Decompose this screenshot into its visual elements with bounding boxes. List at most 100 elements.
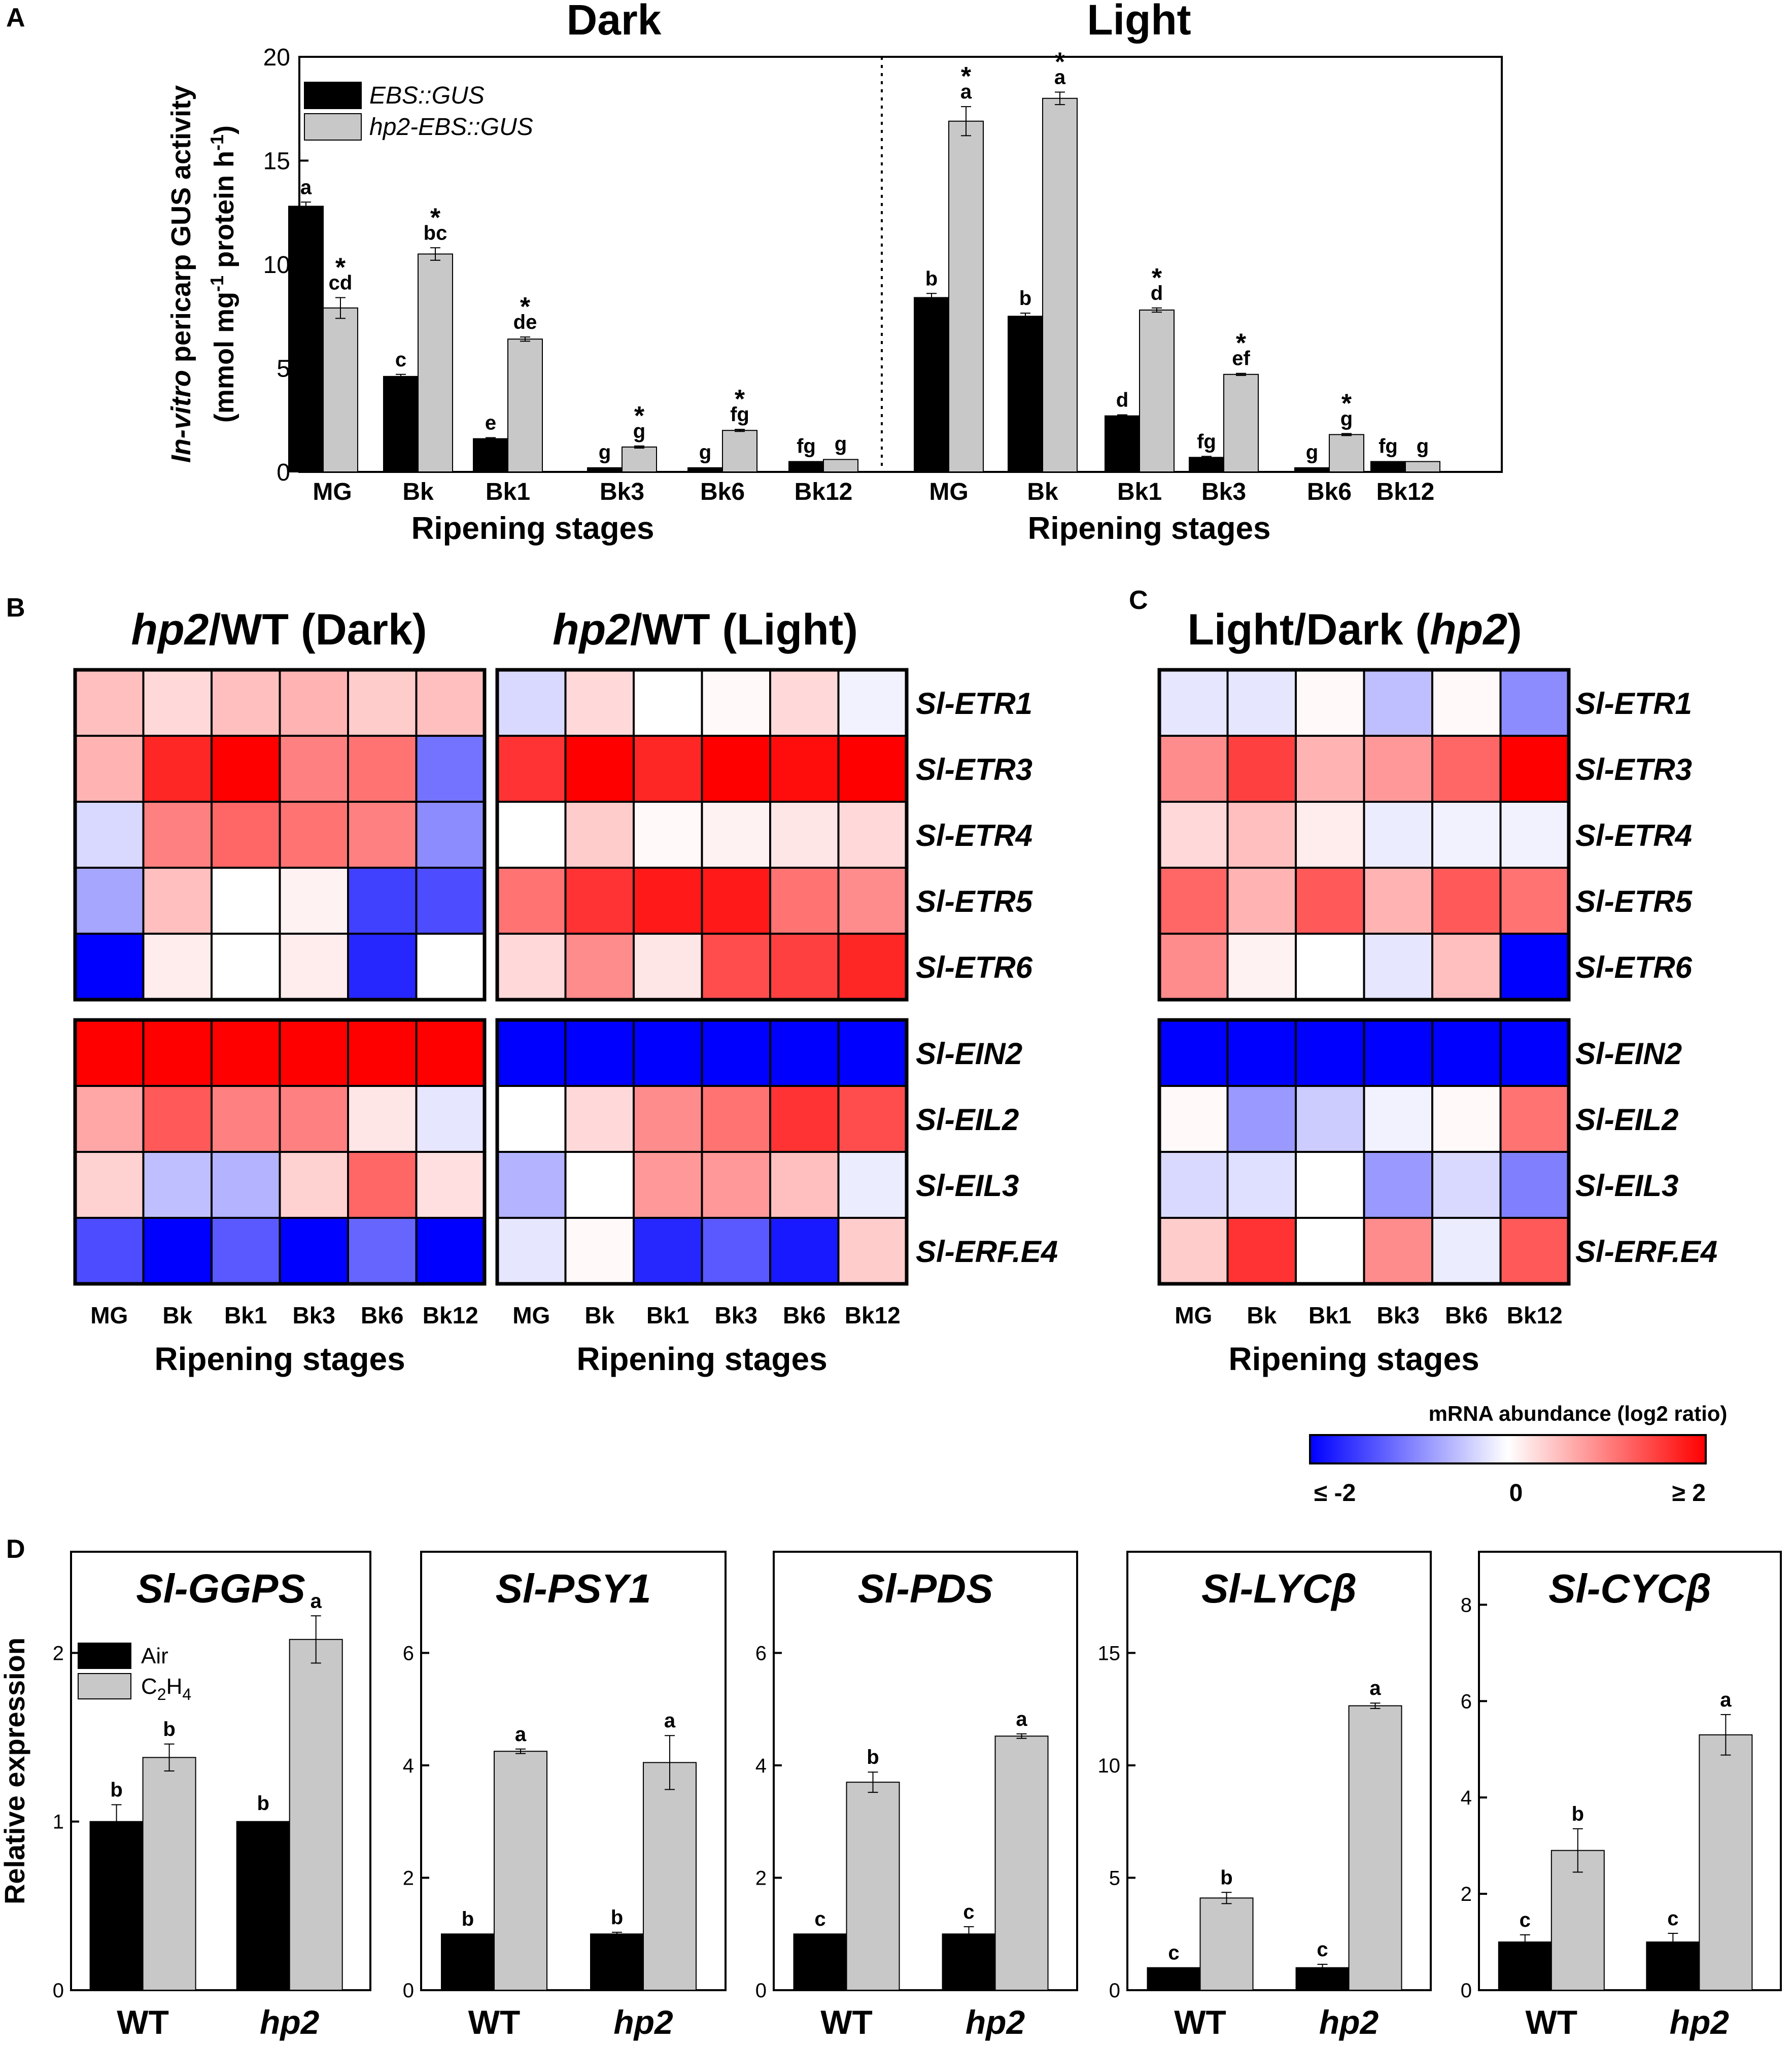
- panel-d-category-label: hp2: [1319, 2003, 1379, 2041]
- panel-b-heatmap-cell: [279, 1217, 349, 1285]
- panel-b-heatmap-cell: [347, 801, 418, 869]
- panel-d-bar: [142, 1757, 196, 1991]
- panel-b-heatmap-cell: [415, 1019, 486, 1087]
- panel-d-significance-letter: b: [163, 1718, 175, 1741]
- panel-d-bar: [994, 1735, 1049, 1991]
- panel-b-heatmap-cell: [564, 1085, 635, 1153]
- panel-d-category-label: hp2: [1670, 2003, 1730, 2041]
- panel-b-heatmap-cell: [142, 1085, 213, 1153]
- panel-b-column-label: MG: [90, 1302, 128, 1328]
- panel-d-significance-letter: c: [1667, 1907, 1678, 1930]
- panel-d-significance-letter: a: [664, 1710, 676, 1732]
- colorbar-title: mRNA abundance (log2 ratio): [1429, 1402, 1728, 1425]
- panel-c-heatmap-cell: [1226, 1019, 1297, 1087]
- panel-a-bar: [288, 206, 324, 473]
- panel-c-row-label: Sl-EIL3: [1575, 1169, 1678, 1203]
- panel-a-category-label: Bk12: [1376, 479, 1435, 505]
- panel-b-heatmap-cell: [564, 669, 635, 737]
- panel-b-heatmap-cell: [633, 1019, 703, 1087]
- panel-a-significance-letter: g: [1417, 435, 1429, 457]
- panel-a-bar: [722, 430, 757, 473]
- panel-d-category-label: hp2: [966, 2003, 1025, 2041]
- panel-b-heatmap-cell: [633, 933, 703, 1001]
- panel-d-axes-frame: [773, 1551, 1078, 1991]
- panel-b-row-label: Sl-ETR3: [916, 753, 1032, 787]
- panel-d-y-tick-label: 2: [1461, 1883, 1472, 1905]
- panel-c-heatmap: Light/Dark (hp2) Sl-ETR1 Sl-ETR3 Sl-ETR4 Sl-…: [1157, 605, 1717, 1377]
- panel-c-row-label: Sl-ETR3: [1575, 753, 1692, 787]
- panel-label-d: D: [6, 1534, 25, 1564]
- panel-c-heatmap-cell: [1499, 1151, 1570, 1219]
- panel-d-y-tick-label: 5: [1109, 1867, 1120, 1889]
- panel-b-heatmap-cell: [142, 801, 213, 869]
- panel-d-y-tick-label: 8: [1461, 1594, 1472, 1616]
- panel-b-heatmap-cell: [415, 867, 486, 935]
- panel-a-group-title: Dark: [567, 0, 662, 44]
- panel-a-significance-letter: g: [835, 433, 847, 455]
- panel-b-heatmap-cell: [769, 801, 840, 869]
- panel-d-chart-title: Sl-LYCβ: [1201, 1566, 1357, 1611]
- panel-b-heatmap-cell: [769, 933, 840, 1001]
- panel-b-heatmap-cell: [142, 867, 213, 935]
- panel-b-row-label: Sl-ETR5: [916, 884, 1033, 918]
- panel-b-heatmap-cell: [496, 735, 567, 803]
- panel-c-row-label: Sl-EIN2: [1575, 1037, 1682, 1071]
- panel-a-significance-star: *: [520, 292, 531, 322]
- panel-d-category-label: WT: [117, 2003, 169, 2041]
- panel-a-significance-letter: fg: [730, 403, 749, 426]
- panel-b-heatmap-cell: [415, 933, 486, 1001]
- panel-b-heatmap-cell: [564, 933, 635, 1001]
- panel-b-receptor-block-frame: [495, 668, 909, 1002]
- panel-c-heatmap-cell: [1226, 1151, 1297, 1219]
- panel-b-row-label: Sl-ETR6: [916, 950, 1033, 984]
- panel-b-heatmap-title: hp2/WT (Light): [553, 605, 858, 654]
- panel-b-heatmap-cell: [564, 801, 635, 869]
- panel-b-heatmap-cell: [74, 1151, 145, 1219]
- panel-c-receptor-block-frame: [1157, 668, 1571, 1002]
- panel-b-heatmap-cell: [211, 867, 281, 935]
- panel-a-significance-letter: a: [300, 176, 312, 198]
- panel-d-significance-letter: a: [311, 1590, 322, 1612]
- panel-b-heatmap-cell: [347, 669, 418, 737]
- panel-b-heatmap-cell: [142, 933, 213, 1001]
- panel-d-chart-title: Sl-PDS: [858, 1566, 993, 1611]
- panel-c-heatmap-cell: [1295, 1217, 1365, 1285]
- panel-d-y-tick-label: 15: [1098, 1642, 1121, 1664]
- panel-b-heatmap-cell: [837, 1217, 908, 1285]
- panel-c-heatmap-cell: [1295, 735, 1365, 803]
- panel-d-y-tick-label: 1: [53, 1811, 64, 1833]
- panel-d-significance-letter: b: [867, 1746, 879, 1768]
- panel-b-receptor-block-frame: [73, 668, 487, 1002]
- panel-c-row-label: Sl-ETR4: [1575, 819, 1692, 852]
- panel-b-heatmap-cell: [211, 933, 281, 1001]
- panel-a-legend-swatch-ebs: [304, 82, 362, 109]
- panel-a-bar: [948, 120, 984, 473]
- panel-b-heatmap-cell: [769, 1019, 840, 1087]
- panel-c-heatmap-cell: [1499, 735, 1570, 803]
- panel-b-heatmap-cell: [142, 1019, 213, 1087]
- panel-b-column-label: Bk1: [224, 1302, 267, 1328]
- panel-b-heatmap-cell: [633, 801, 703, 869]
- panel-b-column-label: Bk1: [646, 1302, 689, 1328]
- panel-d-bar: [236, 1821, 290, 1991]
- panel-a-x-axis-label: Ripening stages: [411, 511, 654, 546]
- panel-c-heatmap-cell: [1295, 1085, 1365, 1153]
- panel-c-heatmap-cell: [1226, 933, 1297, 1001]
- panel-d-bar: [1699, 1734, 1753, 1991]
- panel-b-row-label: Sl-ETR4: [916, 819, 1032, 852]
- panel-d-significance-letter: a: [1369, 1677, 1381, 1699]
- colorbar-mid-label: 0: [1509, 1480, 1523, 1507]
- panel-d-bar: [1348, 1705, 1402, 1991]
- panel-b-column-label: Bk6: [783, 1302, 825, 1328]
- panel-b-heatmap-cell: [347, 1019, 418, 1087]
- panel-d-legend-swatch-air: [78, 1643, 131, 1669]
- panel-c-heatmap-cell: [1158, 867, 1229, 935]
- panel-d-significance-letter: c: [1520, 1909, 1531, 1931]
- panel-b-heatmap-cell: [74, 1019, 145, 1087]
- panel-b-heatmap-cell: [496, 669, 567, 737]
- panel-a-bar: [507, 338, 543, 472]
- panel-d-y-tick-label: 0: [1461, 1980, 1472, 2002]
- panel-a-y-tick-label: 15: [263, 148, 290, 175]
- panel-b-heatmap-cell: [633, 1085, 703, 1153]
- panel-a-significance-letter: g: [1306, 441, 1318, 464]
